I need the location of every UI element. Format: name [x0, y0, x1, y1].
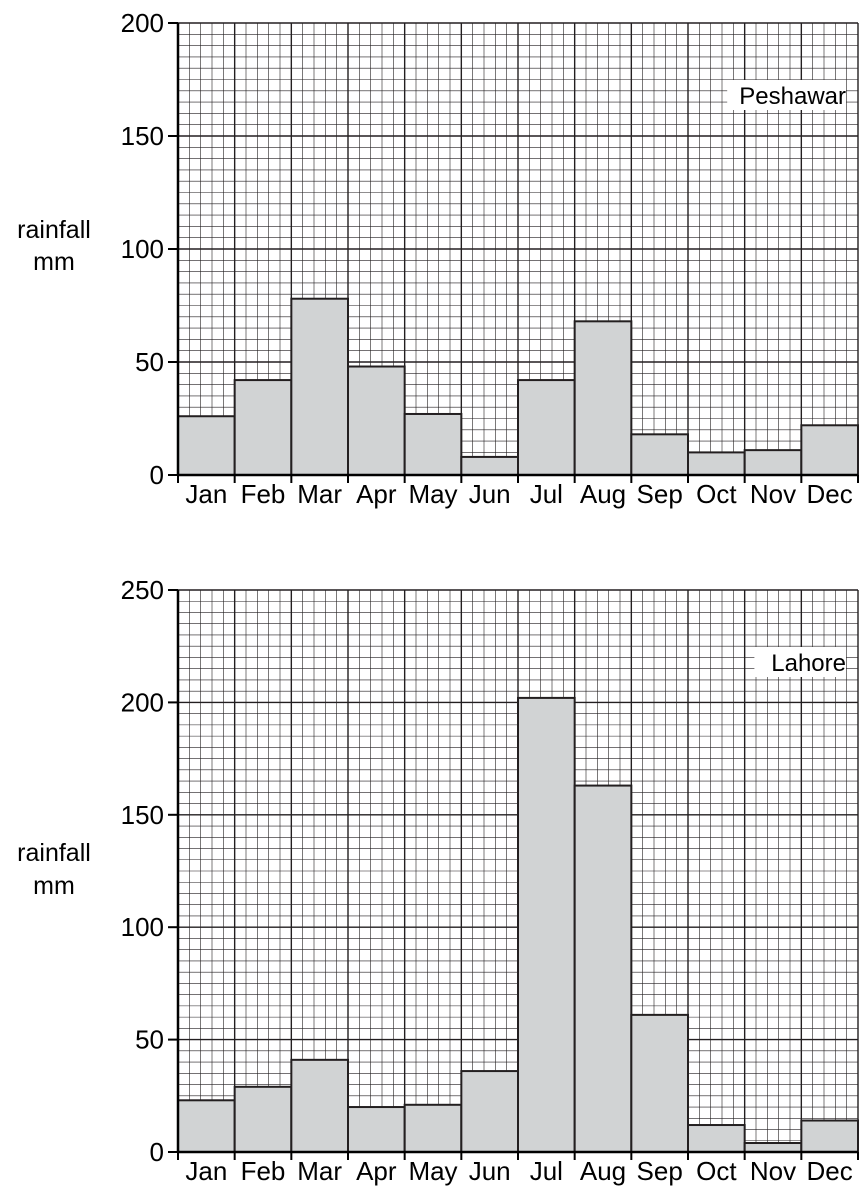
y-tick-label: 200	[121, 687, 164, 717]
y-axis-label: rainfall mm	[17, 216, 91, 276]
x-tick-label-mar: Mar	[297, 1156, 342, 1186]
x-tick-label-aug: Aug	[580, 1156, 626, 1186]
bar-jun	[460, 1070, 520, 1154]
x-tick-label-jul: Jul	[530, 1156, 563, 1186]
x-tick-label-dec: Dec	[807, 479, 853, 509]
x-tick-label-may: May	[408, 479, 457, 509]
lahore-chart: 0 50 100 150 200 250 Jan Feb Mar Apr May Jun Jul Aug S…	[17, 575, 859, 1186]
bar-feb	[233, 379, 293, 476]
bar-nov	[743, 1142, 803, 1154]
x-tick-label-aug: Aug	[580, 479, 626, 509]
y-axis-label-line2: mm	[33, 872, 75, 900]
x-tick-label-sep: Sep	[637, 1156, 683, 1186]
bar-jul	[517, 379, 576, 476]
bar-aug	[573, 320, 633, 476]
y-tick-label: 150	[121, 121, 164, 151]
bar-mar	[290, 1058, 350, 1154]
bar-feb	[233, 1085, 293, 1153]
bar-jun	[460, 455, 520, 477]
y-tick-label: 0	[150, 1137, 164, 1167]
chart-title: Peshawar	[727, 80, 846, 110]
x-tick-label-mar: Mar	[297, 479, 342, 509]
y-tick-label: 100	[121, 234, 164, 264]
bar-jan	[177, 1099, 236, 1154]
bar-apr	[347, 1106, 406, 1154]
y-axis-label-line1: rainfall	[17, 839, 91, 867]
bar-may	[403, 412, 463, 477]
bar-oct	[687, 451, 746, 476]
bar-sep	[630, 1013, 689, 1154]
y-tick-label: 150	[121, 800, 164, 830]
x-tick-label-apr: Apr	[356, 1156, 397, 1186]
x-tick-label-nov: Nov	[750, 1156, 796, 1186]
x-tick-label-jun: Jun	[469, 479, 511, 509]
y-tick-label: 250	[121, 575, 164, 605]
x-tick-label-apr: Apr	[356, 479, 397, 509]
x-tick-label-jan: Jan	[185, 1156, 227, 1186]
bar-oct	[687, 1124, 746, 1154]
bar-jul	[517, 696, 576, 1153]
bar-dec	[800, 424, 859, 476]
chart-title: Lahore	[754, 647, 846, 677]
title-background	[727, 80, 846, 110]
peshawar-chart: 0 50 100 150 200 Jan Feb Mar Apr May Jun Jul Aug Sep O…	[17, 8, 859, 509]
y-tick-label: 50	[135, 1025, 164, 1055]
chart-title-text: Lahore	[771, 650, 846, 677]
x-tick-label-oct: Oct	[696, 479, 737, 509]
title-background	[754, 647, 846, 677]
x-tick-label-jan: Jan	[185, 479, 227, 509]
bar-mar	[290, 297, 350, 476]
bar-sep	[630, 433, 689, 477]
x-tick-label-nov: Nov	[750, 479, 796, 509]
y-axis-label-line1: rainfall	[17, 216, 91, 244]
bar-jan	[177, 415, 236, 476]
x-tick-label-feb: Feb	[241, 1156, 286, 1186]
x-tick-label-feb: Feb	[241, 479, 286, 509]
x-tick-label-jul: Jul	[530, 479, 563, 509]
y-tick-label: 200	[121, 8, 164, 38]
y-axis-label-line2: mm	[33, 248, 75, 276]
x-tick-label-oct: Oct	[696, 1156, 737, 1186]
bar-apr	[347, 365, 406, 476]
y-axis-label: rainfall mm	[17, 839, 91, 900]
y-tick-label: 0	[150, 460, 164, 490]
y-tick-label: 100	[121, 912, 164, 942]
y-tick-label: 50	[135, 347, 164, 377]
bar-aug	[573, 784, 633, 1153]
chart-title-text: Peshawar	[739, 83, 846, 110]
bar-may	[403, 1103, 463, 1153]
x-tick-label-sep: Sep	[637, 479, 683, 509]
x-tick-label-dec: Dec	[807, 1156, 853, 1186]
x-tick-label-jun: Jun	[469, 1156, 511, 1186]
x-tick-label-may: May	[408, 1156, 457, 1186]
bar-dec	[800, 1119, 859, 1153]
bar-nov	[743, 449, 803, 477]
